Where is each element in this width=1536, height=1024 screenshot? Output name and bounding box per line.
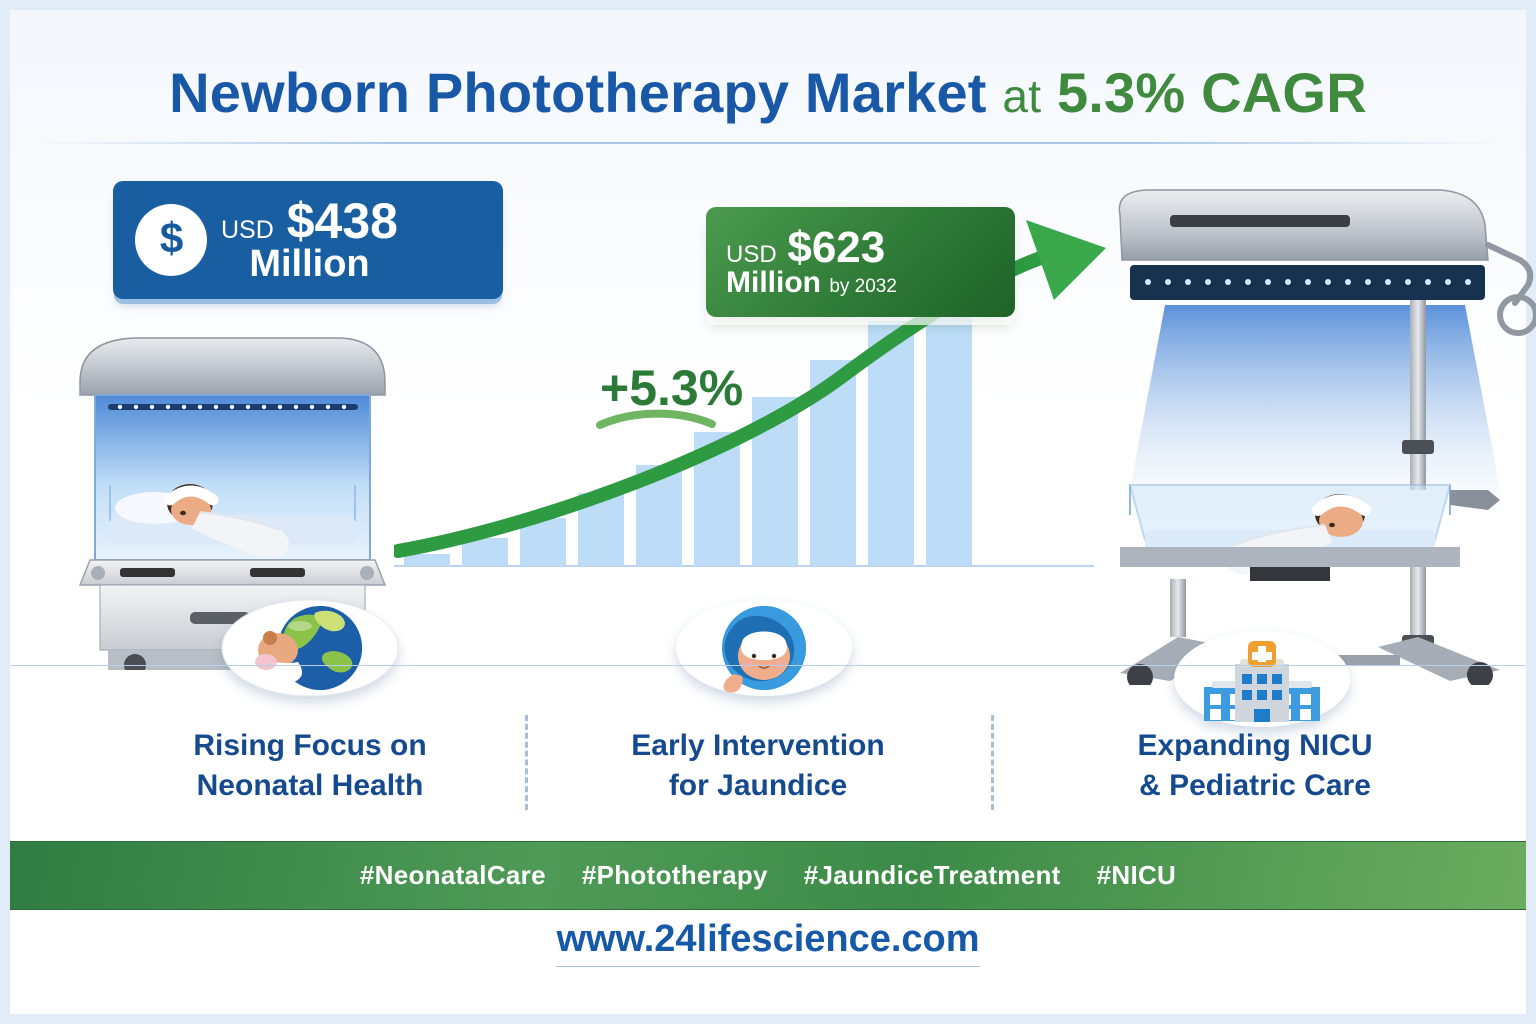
svg-text:$: $: [160, 217, 183, 261]
svg-text:+5.3%: +5.3%: [600, 360, 743, 416]
